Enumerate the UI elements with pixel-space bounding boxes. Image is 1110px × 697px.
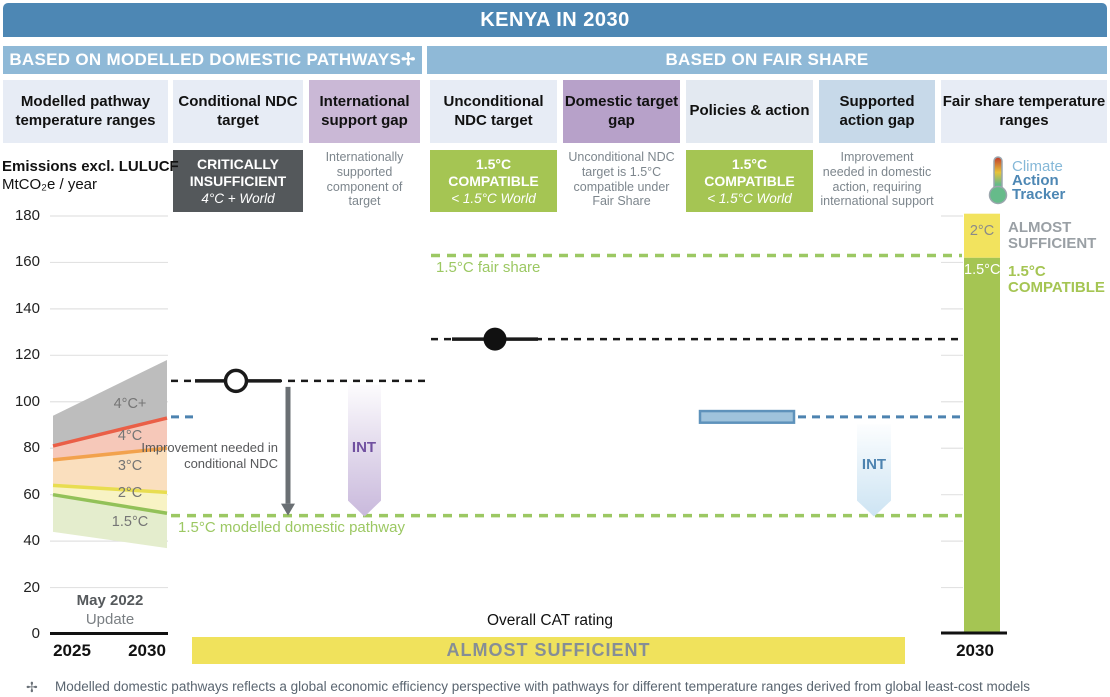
section-modelled-domestic-pathways: BASED ON MODELLED DOMESTIC PATHWAYS✢ [3,46,422,74]
unconditional-ndc-marker [483,327,507,351]
note-international-support-gap: Internationally supported component of t… [325,150,404,209]
thermometer-icon [988,156,1008,205]
improvement-conditional-note: Improvement needed in conditional NDC [141,440,278,471]
y-tick-60: 60 [23,485,40,503]
footnote-text: Modelled domestic pathways reflects a gl… [55,679,1030,694]
y-tick-120: 120 [14,346,40,364]
y-tick-0: 0 [31,625,40,642]
int-label-international-gap: INT [351,439,377,456]
fan-band-label-3°C: 3°C [117,457,143,474]
column-modelled-pathway-ranges: Modelled pathway temperature ranges [3,80,168,143]
y-axis-unit: MtCO₂e / year [2,176,98,193]
logo-climate: Climate [1012,158,1063,175]
update-word: Update [85,610,135,628]
fan-line-line_3C [52,446,168,462]
rating-conditional-label: CRITICALLY INSUFFICIENT [189,156,287,189]
update-date: May 2022 [76,592,144,609]
column-unconditional-ndc: Unconditional NDC target [430,80,557,143]
fan-band-1.5°C [53,494,167,549]
x-label-2025: 2025 [53,641,91,660]
rating-unconditional-world: < 1.5°C World [451,190,536,206]
y-tick-100: 100 [14,392,40,410]
conditional-ndc-marker [223,368,249,394]
international_support_gap-arrow [348,384,381,517]
y-tick-140: 140 [14,299,40,317]
fair-share-bar-1.5°C [964,257,1000,634]
rating-policies-action: 1.5°C COMPATIBLE < 1.5°C World [686,150,813,212]
supported_action_gap-arrow [857,424,891,517]
fair-share-bar-2°C [964,213,1000,258]
overall-cat-rating-label: Overall CAT rating [486,612,614,629]
overall-cat-rating-value: ALMOST SUFFICIENT [192,637,905,664]
modelled-pathway-line-label: 1.5°C modelled domestic pathway [178,519,405,536]
fan-band-label-4°C+: 4°C+ [113,396,147,413]
update-note: May 2022 Update [55,592,165,630]
rating-unconditional-label: 1.5°C COMPATIBLE [448,156,539,189]
column-fair-share-ranges: Fair share temperature ranges [941,80,1107,143]
section-fair-share: BASED ON FAIR SHARE [427,46,1107,74]
logo-action: Action [1012,172,1059,189]
int-label-supported-gap: INT [861,456,887,473]
y-tick-20: 20 [23,578,40,596]
almost-sufficient-annotation: ALMOST SUFFICIENT [1008,219,1097,253]
rating-policies-world: < 1.5°C World [707,190,792,206]
rating-policies-label: 1.5°C COMPATIBLE [704,156,795,189]
fan-band-label-4°C: 4°C [117,427,143,444]
rating-unconditional-ndc: 1.5°C COMPATIBLE < 1.5°C World [430,150,557,212]
rating-conditional-world: 4°C + World [201,190,275,206]
rating-conditional-ndc: CRITICALLY INSUFFICIENT 4°C + World [173,150,303,212]
footnote-marker: ✢ [26,679,38,695]
note-domestic-target-gap: Unconditional NDC target is 1.5°C compat… [568,150,675,209]
fan-band-label-2°C: 2°C [117,484,143,501]
y-axis-unit-bold: Emissions excl. LULUCF [2,158,179,175]
column-international-support-gap: International support gap [309,80,420,143]
policies-action-range [698,409,796,424]
improvement-arrow-head [281,503,295,516]
fan-band-label-1.5°C: 1.5°C [111,513,149,530]
fan-band-3°C [53,448,167,493]
column-conditional-ndc: Conditional NDC target [173,80,303,143]
fan-line-line_15C [52,492,168,515]
column-domestic-target-gap: Domestic target gap [563,80,680,143]
fair-share-line-label: 1.5°C fair share [436,259,541,276]
page-title: KENYA IN 2030 [3,3,1107,37]
fan-line-line_2C [52,483,168,495]
15c-compatible-annotation: 1.5°C COMPATIBLE [1008,263,1105,297]
column-supported-action-gap: Supported action gap [819,80,935,143]
x-label-2030-right: 2030 [956,641,994,660]
fair-share-bar-2c-label: 2°C [969,223,995,239]
column-policies-action: Policies & action [686,80,813,143]
y-tick-180: 180 [14,207,40,224]
y-tick-40: 40 [23,532,40,550]
x-label-2030-left: 2030 [128,641,166,660]
y-tick-80: 80 [23,439,40,457]
y-tick-160: 160 [14,253,40,271]
fan-line-line_4C [52,416,168,448]
note-supported-action-gap: Improvement needed in domestic action, r… [820,150,934,209]
logo-tracker: Tracker [1012,186,1066,203]
fair-share-bar-15c-label: 1.5°C [964,262,1001,278]
